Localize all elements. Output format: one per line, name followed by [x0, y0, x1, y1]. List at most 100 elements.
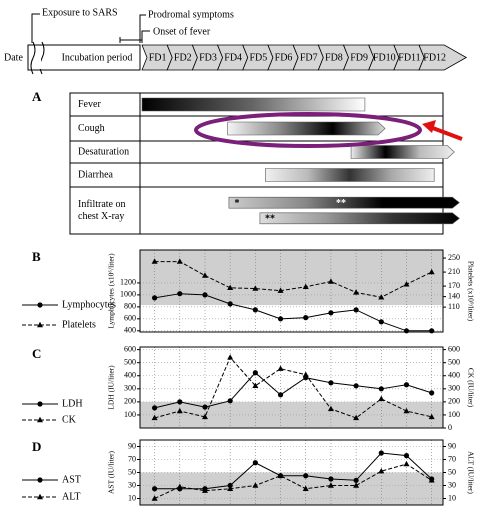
point — [327, 405, 334, 412]
point — [152, 295, 158, 301]
break-gap — [36, 46, 41, 69]
y-tick-label: 300 — [124, 384, 136, 393]
point — [353, 289, 360, 295]
exposure-pointer — [31, 13, 40, 43]
point — [37, 477, 43, 483]
series-line — [154, 261, 432, 298]
point — [328, 310, 334, 316]
point — [252, 307, 258, 313]
symptom-bar — [228, 196, 460, 209]
day-label: FD7 — [300, 52, 318, 63]
y2-tick-label: 110 — [448, 302, 460, 311]
point — [227, 301, 233, 307]
day-cell — [418, 44, 468, 71]
point — [328, 380, 334, 386]
point — [177, 399, 183, 405]
day-label: FD1 — [149, 52, 167, 63]
point — [403, 407, 410, 414]
day-label: FD10 — [373, 52, 396, 63]
timeline-days: FD1 FD2 FD3 FD4 FD5 FD6 FD7 FD8 FD9 FD10 FD11 FD12 — [141, 44, 468, 71]
panel-a: A Fever Cough Desaturation Diarrhea Infiltrat… — [32, 89, 460, 235]
y2-tick-label: 100 — [448, 410, 460, 419]
point — [202, 404, 208, 410]
row-label: Cough — [78, 123, 105, 134]
symptom-bar — [141, 97, 366, 112]
point — [353, 307, 359, 313]
series-line — [154, 452, 433, 490]
y2-tick-label: 600 — [448, 344, 460, 353]
point — [303, 315, 309, 321]
y2-axis-title: Platelets (x10⁹/liter) — [466, 261, 475, 322]
point — [252, 285, 259, 291]
point — [327, 278, 334, 284]
point — [429, 328, 435, 334]
point — [176, 258, 183, 264]
point — [277, 287, 284, 293]
prodromal-pointer — [139, 14, 146, 43]
y-tick-label: 30 — [128, 480, 136, 489]
legend-label: AST — [62, 474, 81, 485]
y-tick-label: 500 — [124, 358, 136, 367]
point — [37, 416, 43, 423]
bar-mark: * — [234, 198, 239, 209]
plot-frame — [139, 249, 444, 333]
point — [177, 291, 183, 297]
bar-mark: ** — [265, 214, 275, 225]
point — [378, 319, 384, 325]
highlight-ellipse — [194, 112, 422, 148]
panel-letter: D — [32, 439, 41, 454]
point — [151, 414, 158, 421]
series-line — [154, 463, 432, 499]
point — [353, 414, 360, 421]
y-tick-label: 400 — [124, 326, 136, 335]
y-axis-title: Lymphocytes (x10⁶/liter) — [107, 253, 116, 329]
y2-tick-label: 0 — [448, 423, 452, 432]
point — [252, 482, 259, 488]
point — [428, 477, 435, 483]
day-label: FD9 — [350, 52, 368, 63]
legend-label: LDH — [62, 398, 83, 409]
point — [328, 476, 334, 482]
point — [252, 460, 258, 466]
panel-letter: C — [32, 346, 41, 361]
point — [37, 302, 43, 308]
y2-tick-label: 500 — [448, 358, 460, 367]
point — [152, 486, 158, 492]
day-label: FD2 — [174, 52, 192, 63]
point — [303, 473, 309, 479]
legend-label: Lymphocytes — [62, 299, 116, 310]
day-label: FD4 — [224, 52, 242, 63]
point — [227, 398, 233, 404]
y2-tick-label: 400 — [448, 371, 460, 380]
point — [201, 413, 208, 420]
bar-mark: ** — [336, 198, 346, 209]
series-line — [154, 293, 432, 332]
point — [277, 392, 284, 398]
row-label: Diarrhea — [78, 169, 114, 180]
point — [227, 284, 234, 291]
point — [403, 453, 410, 459]
y-tick-label: 50 — [128, 467, 136, 476]
y-tick-label: 400 — [124, 371, 136, 380]
point — [277, 316, 284, 322]
panel-letter: A — [32, 89, 42, 104]
prodromal-label: Prodromal symptoms — [148, 9, 234, 20]
prodromal-bracket — [119, 37, 143, 43]
row-label: Infiltrate on — [78, 199, 125, 210]
point — [277, 365, 284, 371]
y-tick-label: 600 — [124, 314, 136, 323]
point — [37, 321, 43, 328]
point — [403, 382, 410, 388]
panel-letter: B — [32, 249, 41, 264]
point — [378, 468, 385, 474]
point — [37, 493, 43, 500]
point — [353, 477, 359, 483]
point — [227, 485, 234, 491]
day-label: FD6 — [275, 52, 293, 63]
row-label: chest X-ray — [78, 211, 124, 222]
y-tick-label: 90 — [128, 441, 136, 450]
y-tick-label: 200 — [124, 397, 136, 406]
day-label: FD12 — [423, 52, 446, 63]
symptom-bar — [227, 121, 386, 136]
day-label: FD5 — [249, 52, 267, 63]
